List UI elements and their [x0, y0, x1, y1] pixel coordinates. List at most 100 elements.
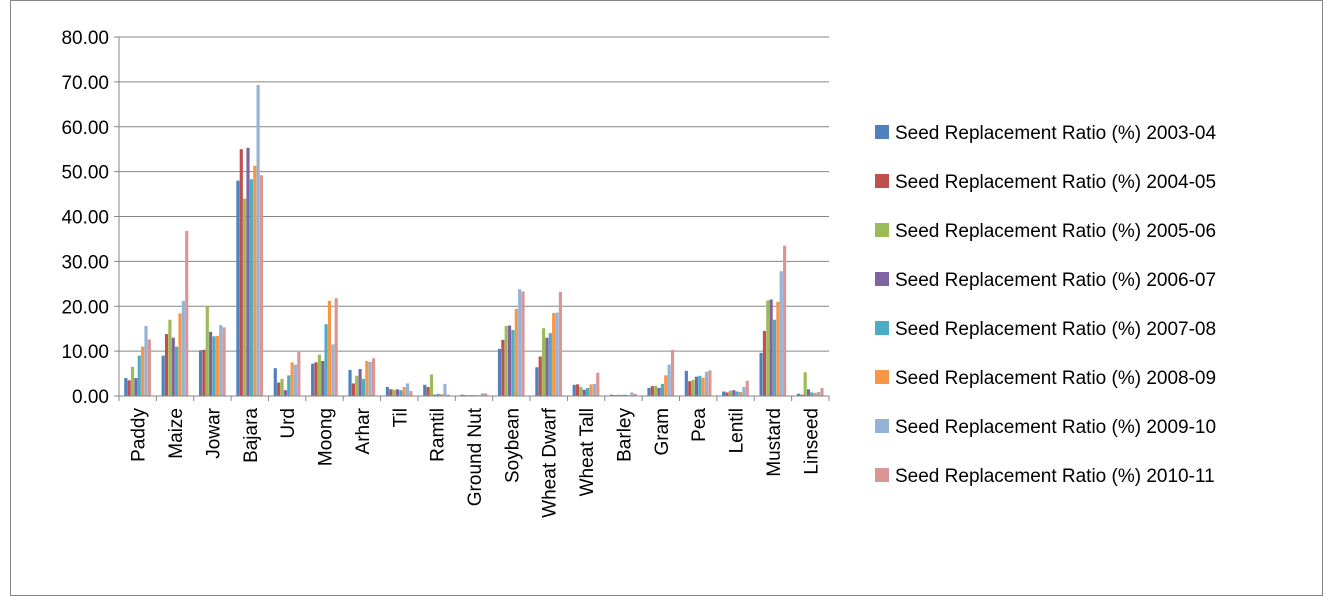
bar [657, 387, 661, 396]
bar [518, 289, 522, 396]
bar [171, 337, 175, 396]
bar [586, 387, 590, 396]
bar [548, 333, 552, 396]
bar [290, 362, 294, 396]
bar [708, 370, 712, 396]
bar [277, 382, 281, 396]
bar [178, 313, 182, 396]
legend-label: Seed Replacement Ratio (%) 2005-06 [895, 221, 1216, 242]
bar [198, 350, 203, 396]
bar [358, 369, 362, 396]
bar [759, 352, 763, 396]
x-category-label: Soybean [502, 408, 523, 483]
bar [813, 392, 817, 396]
bar [694, 376, 699, 396]
bar [558, 291, 562, 396]
bar [202, 349, 206, 396]
x-category-label: Linseed [801, 408, 822, 475]
bar [236, 180, 240, 396]
bar [273, 368, 277, 396]
bar [399, 390, 403, 396]
bar [287, 375, 291, 396]
bar [212, 336, 216, 396]
bar [545, 337, 549, 396]
bar [297, 352, 301, 396]
bar [542, 328, 546, 396]
bar [293, 364, 298, 396]
bar [484, 393, 488, 396]
x-category-label: Urd [278, 408, 299, 439]
bar [701, 377, 705, 396]
bar [722, 391, 726, 396]
bar [654, 385, 658, 396]
bar [501, 339, 505, 396]
x-category-label: Maize [166, 408, 187, 459]
bar [127, 380, 131, 396]
bar [650, 386, 654, 396]
bar [596, 372, 600, 396]
bar [168, 319, 172, 396]
bar [351, 383, 355, 396]
bar [429, 374, 434, 396]
x-category-label: Til [390, 408, 411, 427]
legend-swatch [875, 468, 889, 482]
bar [725, 392, 729, 396]
bar [776, 301, 780, 396]
bar [368, 361, 372, 396]
bar [779, 271, 783, 396]
bar [361, 378, 366, 396]
x-category-label: Ramtil [428, 408, 449, 462]
bar [249, 179, 253, 396]
y-tick-label: 0.00 [72, 387, 109, 408]
y-tick-label: 80.00 [61, 28, 109, 49]
y-tick-label: 40.00 [61, 208, 109, 229]
y-tick-label: 60.00 [61, 118, 109, 139]
bar [185, 230, 189, 396]
bar [405, 383, 410, 396]
bar [806, 389, 811, 396]
bar [433, 394, 437, 396]
legend-swatch [875, 370, 889, 384]
bar [738, 391, 743, 396]
bar [334, 298, 338, 396]
bar [239, 149, 243, 396]
bar [803, 372, 807, 396]
x-category-label: Wheat Tall [577, 408, 598, 496]
bar [371, 358, 376, 396]
bar [246, 147, 250, 396]
bar [511, 330, 515, 396]
x-category-label: Bajara [241, 408, 262, 463]
bar [389, 389, 393, 396]
bar [504, 325, 508, 396]
bar [579, 387, 583, 396]
y-tick-label: 50.00 [61, 163, 109, 184]
bar [742, 387, 746, 396]
bar [735, 391, 739, 396]
bar [538, 356, 542, 396]
bar [535, 367, 539, 396]
bar [514, 308, 518, 396]
bar [684, 370, 688, 396]
bar [137, 355, 141, 396]
bar [439, 394, 444, 396]
x-category-label: Gram [652, 408, 673, 456]
bar [670, 349, 675, 396]
legend-label: Seed Replacement Ratio (%) 2009-10 [895, 417, 1216, 438]
bar [436, 393, 440, 396]
bar [667, 364, 671, 396]
bar [704, 371, 709, 396]
x-category-label: Arhar [353, 407, 374, 454]
bar [124, 378, 128, 396]
bar [688, 381, 692, 396]
legend-label: Seed Replacement Ratio (%) 2008-09 [895, 368, 1216, 389]
bar [243, 198, 247, 396]
bar [783, 245, 787, 396]
bar [365, 360, 369, 396]
bar [555, 312, 559, 396]
bar [164, 334, 169, 396]
bar [800, 394, 804, 396]
bar [205, 306, 209, 396]
bar [810, 392, 814, 396]
gridlines [119, 36, 829, 352]
x-category-label: Jowar [203, 407, 224, 458]
